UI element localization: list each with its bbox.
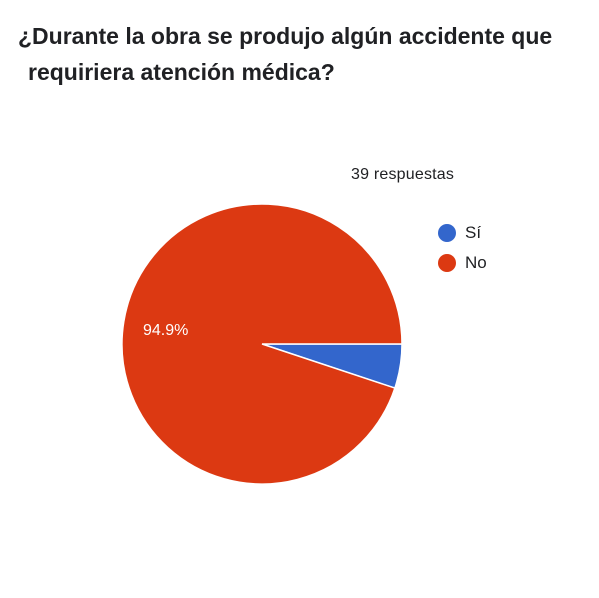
chart-title: ¿Durante la obra se produjo algún accide… — [18, 18, 588, 90]
slice-label-no: 94.9% — [143, 322, 188, 339]
legend-label-si: Sí — [465, 223, 482, 242]
legend-swatch-no — [438, 254, 456, 272]
chart-legend: Sí No — [438, 218, 487, 278]
pie-slice-no[interactable] — [121, 203, 403, 485]
chart-title-line-1: ¿Durante la obra se produjo algún accide… — [18, 23, 553, 49]
legend-label-no: No — [465, 253, 487, 272]
legend-swatch-si — [438, 224, 456, 242]
chart-title-line-2: requiriera atención médica? — [28, 59, 335, 85]
response-count: 39 respuestas — [351, 166, 455, 183]
legend-item-no[interactable]: No — [438, 248, 487, 278]
legend-item-si[interactable]: Sí — [438, 218, 487, 248]
pie-slices — [121, 203, 403, 485]
